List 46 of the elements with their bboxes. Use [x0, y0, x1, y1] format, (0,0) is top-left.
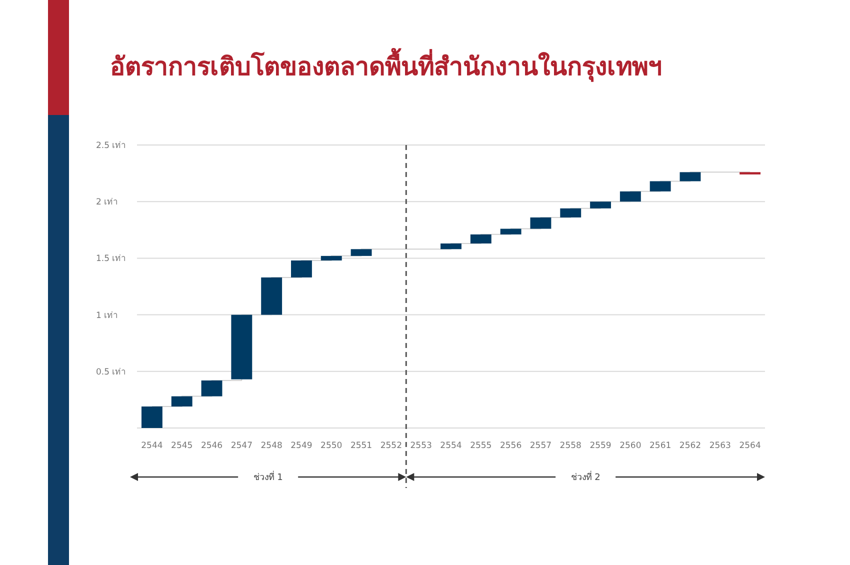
x-tick-label: 2549	[290, 441, 312, 451]
x-tick-label: 2548	[260, 441, 282, 451]
bar	[470, 234, 492, 244]
bar	[560, 208, 582, 218]
x-tick-label: 2554	[440, 441, 462, 451]
bar	[201, 380, 222, 396]
bar	[350, 249, 372, 256]
bar	[440, 243, 462, 250]
y-tick-label: 1.5 เท่า	[96, 254, 126, 264]
bar	[141, 406, 162, 428]
y-tick-label: 0.5 เท่า	[96, 367, 126, 378]
bar	[650, 181, 671, 192]
bar	[291, 260, 312, 278]
bar	[680, 172, 701, 182]
text: ช่วงที่ 1	[253, 470, 283, 483]
y-tick-label: 1 เท่า	[96, 310, 118, 321]
x-tick-label: 2544	[141, 441, 163, 451]
y-tick-label: 2.5 เท่า	[96, 141, 126, 151]
bar	[590, 202, 611, 208]
bar	[231, 314, 252, 380]
y-tick-label: 2 เท่า	[96, 198, 118, 208]
x-tick-label: 2553	[410, 441, 432, 451]
x-tick-label: 2557	[530, 441, 552, 451]
x-tick-label: 2562	[679, 441, 702, 451]
x-tick-label: 2561	[650, 441, 672, 451]
x-tick-label: 2545	[171, 441, 193, 451]
x-tick-label: 2563	[709, 441, 731, 451]
x-tick-label: 2547	[230, 441, 252, 451]
bar	[320, 256, 342, 260]
x-tick-label: 2559	[590, 441, 612, 451]
x-tick-label: 2560	[620, 441, 642, 451]
bar	[620, 191, 641, 202]
x-tick-label: 2558	[560, 441, 582, 451]
x-tick-label: 2551	[350, 441, 372, 451]
bar	[261, 277, 282, 315]
x-tick-label: 2564	[739, 441, 761, 451]
x-tick-label: 2552	[380, 441, 402, 451]
bar	[500, 228, 522, 234]
x-tick-label: 2555	[470, 441, 492, 451]
chart-title: อัตราการเติบโตของตลาดพื้นที่สำนักงานในกรุงเทพฯ	[110, 47, 662, 83]
x-tick-label: 2550	[320, 441, 342, 451]
bar	[530, 217, 552, 229]
bar	[171, 396, 192, 406]
x-tick-label: 2546	[200, 441, 223, 451]
x-tick-label: 2556	[500, 441, 522, 451]
text: ช่วงที่ 2	[570, 470, 600, 483]
